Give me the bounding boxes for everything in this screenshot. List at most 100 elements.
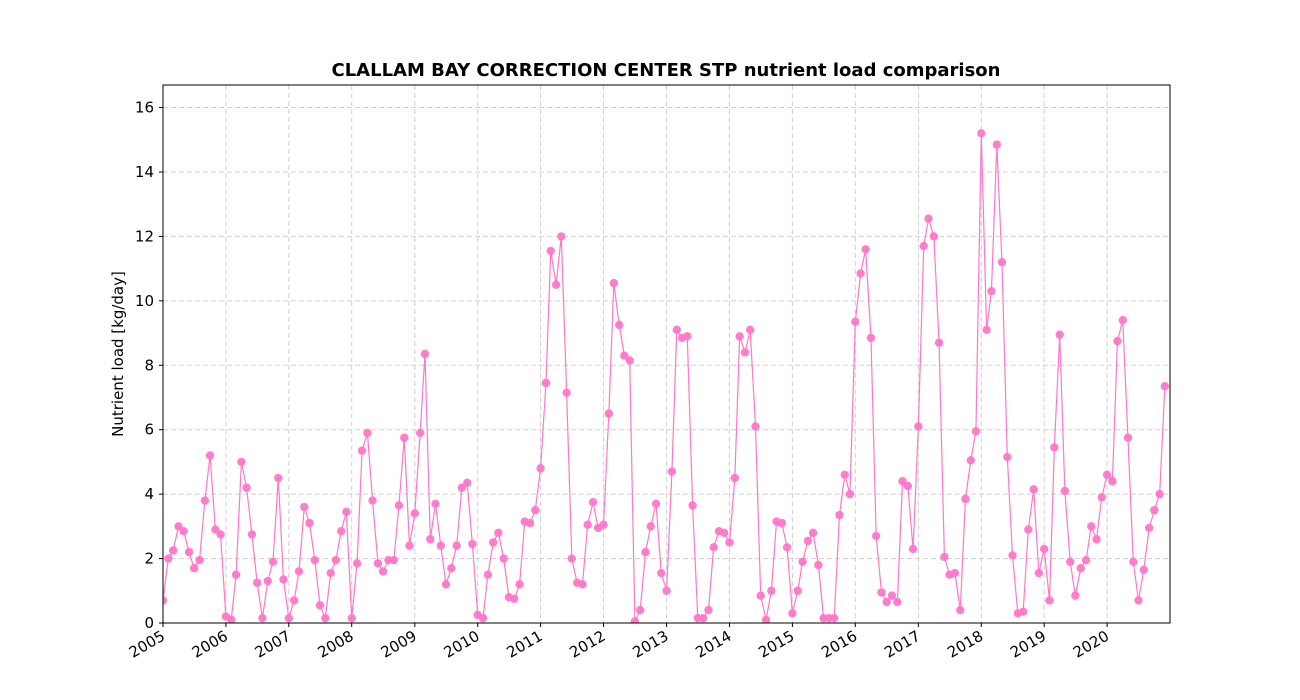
data-point bbox=[788, 609, 797, 618]
data-point bbox=[342, 507, 351, 517]
data-point bbox=[1108, 477, 1117, 486]
data-point bbox=[284, 613, 294, 623]
y-tick-label: 8 bbox=[144, 356, 154, 374]
y-axis-label: Nutrient load [kg/day] bbox=[109, 271, 127, 437]
data-point bbox=[1039, 544, 1049, 554]
data-point bbox=[767, 586, 776, 595]
y-tick-label: 14 bbox=[135, 163, 154, 181]
data-point bbox=[1129, 557, 1138, 566]
data-point bbox=[321, 613, 330, 623]
data-point bbox=[982, 325, 991, 335]
data-point bbox=[919, 241, 928, 251]
data-point bbox=[410, 509, 419, 518]
data-point bbox=[164, 554, 173, 563]
data-point bbox=[441, 580, 451, 589]
data-point bbox=[667, 467, 677, 476]
data-point bbox=[756, 591, 765, 600]
data-point bbox=[231, 570, 241, 579]
data-point bbox=[688, 501, 697, 510]
y-tick-label: 12 bbox=[135, 227, 154, 245]
data-point bbox=[1092, 535, 1101, 544]
data-point bbox=[1081, 555, 1091, 565]
data-point bbox=[630, 617, 640, 623]
data-point bbox=[515, 580, 524, 589]
data-point bbox=[782, 543, 792, 552]
data-point bbox=[698, 613, 708, 623]
data-point bbox=[478, 613, 488, 623]
data-point bbox=[835, 510, 844, 520]
data-point bbox=[1066, 557, 1075, 566]
data-point bbox=[1045, 596, 1054, 605]
data-point bbox=[745, 325, 755, 335]
data-point bbox=[992, 140, 1001, 149]
y-tick-label: 10 bbox=[135, 292, 154, 310]
data-point bbox=[683, 332, 692, 341]
data-point bbox=[966, 456, 975, 465]
data-point bbox=[793, 586, 802, 595]
data-point bbox=[184, 547, 194, 557]
data-point bbox=[331, 555, 341, 565]
data-point bbox=[1029, 485, 1038, 494]
data-point bbox=[1134, 596, 1143, 605]
data-point bbox=[583, 520, 592, 529]
data-point bbox=[436, 541, 446, 550]
data-point bbox=[310, 555, 320, 565]
data-point bbox=[1155, 489, 1164, 499]
data-point bbox=[305, 518, 314, 528]
series-line bbox=[163, 133, 1166, 622]
data-point bbox=[777, 518, 787, 528]
data-point bbox=[457, 483, 467, 492]
y-tick-label: 4 bbox=[144, 485, 154, 503]
data-point bbox=[1060, 486, 1070, 496]
data-point bbox=[447, 564, 456, 573]
data-point bbox=[373, 559, 383, 568]
data-point bbox=[1139, 565, 1149, 575]
data-point bbox=[315, 601, 325, 610]
data-point bbox=[1150, 506, 1159, 515]
data-point bbox=[274, 473, 283, 483]
data-point bbox=[893, 597, 902, 607]
data-point bbox=[300, 502, 309, 512]
data-point bbox=[420, 349, 430, 359]
data-point bbox=[179, 526, 188, 536]
data-point bbox=[914, 422, 923, 431]
data-point bbox=[730, 473, 740, 483]
data-point bbox=[426, 535, 435, 544]
data-point bbox=[1113, 336, 1122, 346]
data-point bbox=[845, 489, 855, 499]
data-point bbox=[557, 232, 566, 241]
data-point bbox=[237, 457, 246, 467]
plot-frame bbox=[162, 84, 1171, 624]
data-point bbox=[1008, 551, 1017, 560]
data-point bbox=[247, 530, 257, 539]
data-point bbox=[1071, 591, 1080, 600]
data-point bbox=[337, 526, 346, 536]
data-point bbox=[887, 591, 897, 600]
data-point bbox=[588, 497, 598, 507]
data-point bbox=[400, 433, 409, 442]
data-point bbox=[562, 388, 571, 397]
data-point bbox=[851, 317, 860, 326]
data-point bbox=[977, 129, 986, 138]
data-point bbox=[294, 567, 304, 576]
data-point bbox=[405, 541, 414, 550]
data-point bbox=[227, 615, 236, 623]
data-point bbox=[1018, 607, 1028, 616]
data-point bbox=[636, 605, 645, 615]
data-point bbox=[751, 422, 760, 431]
data-point bbox=[840, 470, 849, 480]
data-point bbox=[200, 496, 210, 505]
data-point bbox=[494, 528, 503, 537]
data-point bbox=[1087, 522, 1096, 531]
data-point bbox=[352, 559, 362, 568]
data-point bbox=[830, 613, 839, 623]
data-point bbox=[1050, 443, 1059, 452]
data-point bbox=[268, 557, 278, 566]
data-point bbox=[368, 496, 377, 505]
data-point bbox=[483, 570, 493, 579]
data-point bbox=[578, 580, 587, 589]
data-point bbox=[704, 605, 713, 615]
data-point bbox=[216, 530, 225, 539]
y-tick-label: 2 bbox=[144, 550, 154, 568]
